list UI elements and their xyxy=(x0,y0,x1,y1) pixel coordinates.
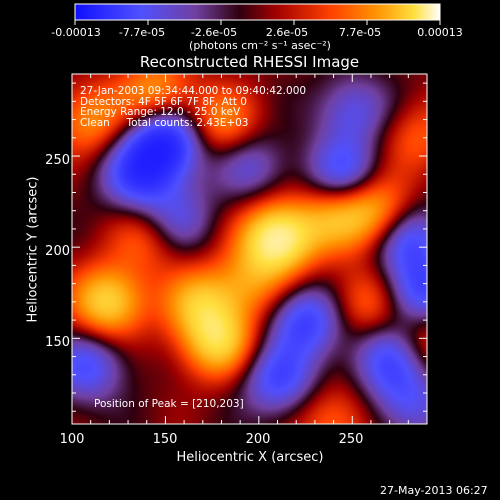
x-tick-label-100: 100 xyxy=(59,432,85,447)
y-axis-label: Heliocentric Y (arcsec) xyxy=(25,176,41,323)
y-tick-label-150: 150 xyxy=(45,335,70,350)
peak-position-label: Position of Peak = [210,203] xyxy=(94,398,244,410)
colorbar-tick-label-2: -2.6e-05 xyxy=(190,26,238,39)
y-tick-label-250: 250 xyxy=(45,153,70,168)
plot-frame xyxy=(71,73,428,425)
colorbar xyxy=(74,3,441,25)
info-time-range: 27-Jan-2003 09:34:44.000 to 09:40:42.000 xyxy=(80,85,307,97)
colorbar-tick-label-3: 2.6e-05 xyxy=(265,26,309,39)
info-energy-range: Energy Range: 12.0 - 25.0 keV xyxy=(80,106,241,118)
colorbar-tick-label-0: -0.00013 xyxy=(51,26,101,39)
x-tick-label-150: 150 xyxy=(152,432,178,447)
timestamp: 27-May-2013 06:27 xyxy=(380,484,488,497)
heatmap-image xyxy=(72,74,427,424)
colorbar-ticks xyxy=(74,20,441,25)
info-clean-counts: Clean Total counts: 2.43E+03 xyxy=(80,116,249,129)
chart-title: Reconstructed RHESSI Image xyxy=(139,53,360,71)
colorbar-tick-label-4: 7.7e-05 xyxy=(338,26,382,39)
x-tick-label-200: 200 xyxy=(245,432,271,447)
colorbar-unit-label: (photons cm⁻² s⁻¹ asec⁻²) xyxy=(189,39,331,52)
axis-ticks xyxy=(71,74,428,424)
y-tick-label-200: 200 xyxy=(45,244,70,259)
x-axis-label: Heliocentric X (arcsec) xyxy=(176,450,324,465)
colorbar-tick-label-5: 0.00013 xyxy=(417,26,463,39)
observation-info: 27-Jan-2003 09:34:44.000 to 09:40:42.000… xyxy=(80,86,306,128)
x-tick-label-250: 250 xyxy=(338,432,364,447)
colorbar-gradient xyxy=(74,3,441,21)
info-detectors: Detectors: 4F 5F 6F 7F 8F, Att 0 xyxy=(80,95,247,108)
colorbar-tick-label-1: -7.7e-05 xyxy=(118,26,166,39)
